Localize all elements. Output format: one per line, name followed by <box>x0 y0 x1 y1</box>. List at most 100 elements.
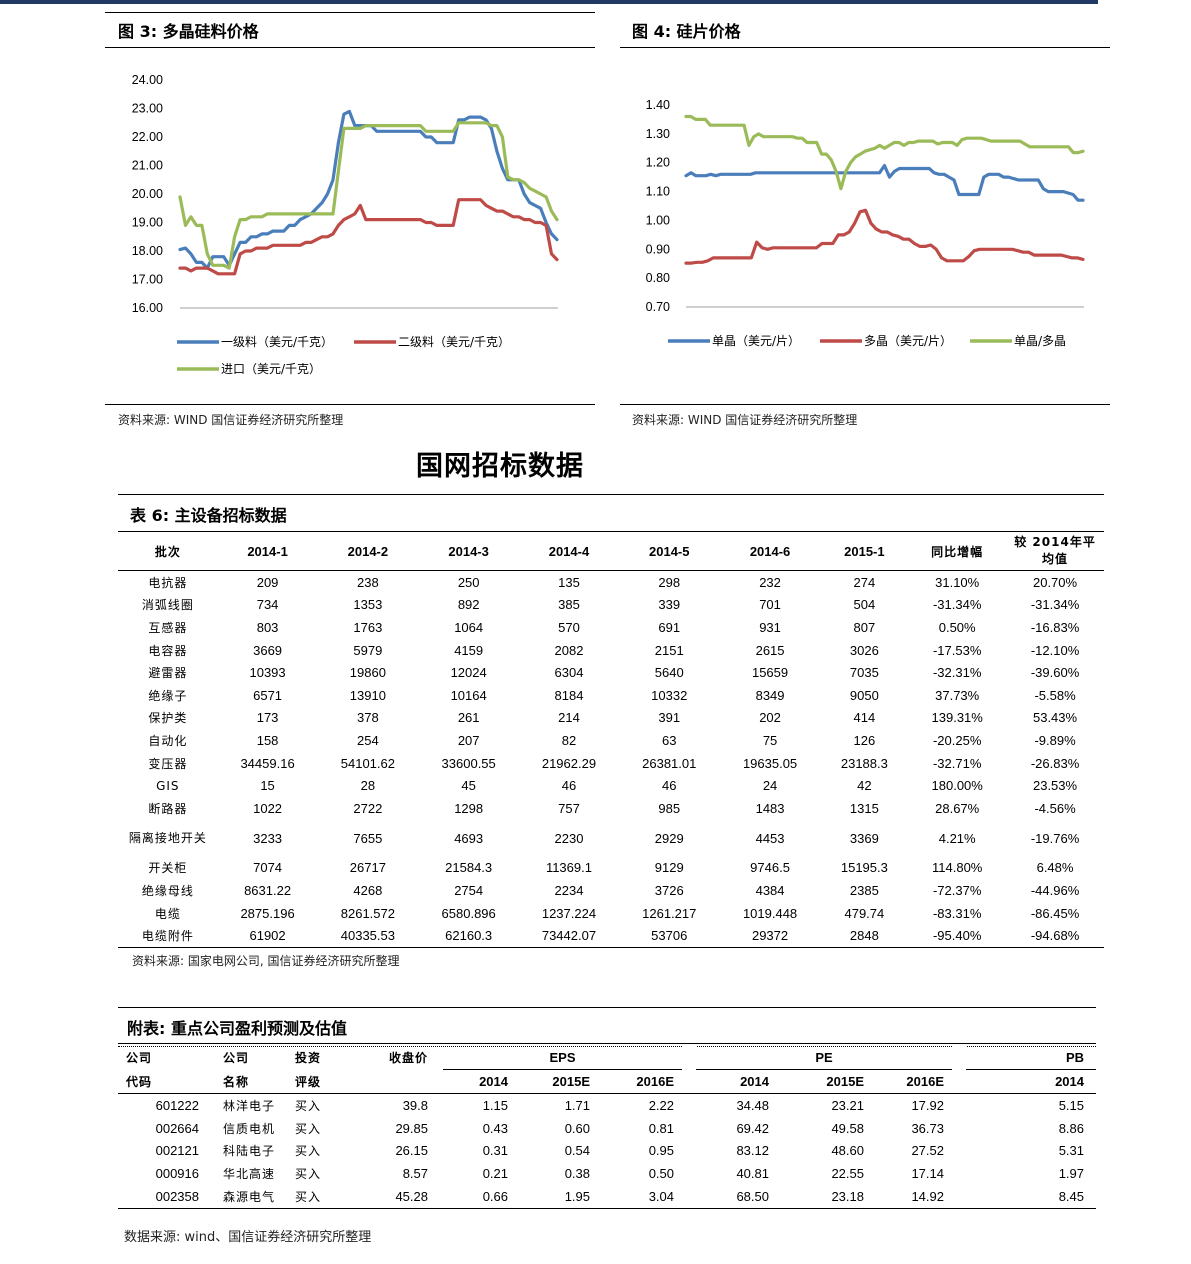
eps-2014: 1.15 <box>482 1097 508 1113</box>
close-price: 45.28 <box>395 1189 428 1205</box>
rating: 买入 <box>295 1144 322 1159</box>
row-label: 绝缘母线 <box>141 883 194 898</box>
table6-cell: -32.31% <box>932 665 982 681</box>
y-tick-label: 0.80 <box>646 271 670 285</box>
row-label: 避雷器 <box>148 666 188 681</box>
table6-cell: 28.67% <box>935 800 980 816</box>
head-rating-1: 投资 <box>295 1051 322 1066</box>
table6-cell: 11369.1 <box>545 860 592 876</box>
row-label: 电缆附件 <box>141 929 194 944</box>
table6-cell: 0.50% <box>938 619 976 635</box>
table6-cell: 232 <box>759 574 781 590</box>
table6-cell: 28 <box>360 778 376 794</box>
head-eps-2014: 2014 <box>479 1074 508 1089</box>
table6-cell: 8184 <box>554 687 584 703</box>
close-price: 8.57 <box>402 1166 428 1182</box>
eps-2016e: 0.50 <box>648 1166 674 1182</box>
stock-code: 002664 <box>155 1120 199 1136</box>
table6-cell: -72.37% <box>932 882 982 898</box>
table6-title: 表 6: 主设备招标数据 <box>130 506 287 525</box>
table6-row: 断路器 1022 2722 1298 757 985 1483 1315 28.67% -4.56… <box>118 797 1104 820</box>
table6-cell: 42 <box>857 778 872 794</box>
appendix-row: 000916 华北高速 买入 8.57 0.21 0.38 0.50 40.81 22.55 17… <box>118 1162 1096 1185</box>
table6-cell: 4693 <box>454 830 484 846</box>
table6-cell: 807 <box>853 619 876 635</box>
table6-cell: 5640 <box>654 665 684 681</box>
pe-2016e: 17.92 <box>911 1097 944 1113</box>
table6-cell: 54101.62 <box>340 755 395 771</box>
eps-2016e: 2.22 <box>648 1097 674 1113</box>
table6-cell: 158 <box>256 732 279 748</box>
table6-cell: 26381.01 <box>642 755 697 771</box>
y-tick-label: 1.10 <box>646 185 670 199</box>
eps-2015e: 0.60 <box>564 1120 590 1136</box>
table6-cell: 7035 <box>849 665 879 681</box>
header-2014-4: 2014-4 <box>548 543 590 559</box>
fig3-title: 图 3: 多晶硅料价格 <box>118 22 259 41</box>
eps-2015e: 1.71 <box>564 1097 590 1113</box>
eps-2016e: 0.81 <box>648 1120 674 1136</box>
table6-cell: 2875.196 <box>240 905 295 921</box>
table6-row: 互感器 803 1763 1064 570 691 931 807 0.50% -16.83% <box>118 616 1104 639</box>
row-label: 绝缘子 <box>148 688 188 703</box>
rating: 买入 <box>295 1098 322 1113</box>
header-2015-1: 2015-1 <box>844 543 885 559</box>
y-tick-label: 0.90 <box>646 242 670 256</box>
table6-cell: -17.53% <box>932 642 982 658</box>
table6-cell: 734 <box>256 597 279 613</box>
table6-cell: 2385 <box>849 882 879 898</box>
table6-cell: 31.10% <box>935 574 980 590</box>
stock-code: 601222 <box>155 1097 199 1113</box>
table6-cell: 2615 <box>755 642 785 658</box>
series-line-2 <box>178 121 559 270</box>
fig4-source: 资料来源: WIND 国信证券经济研究所整理 <box>632 413 858 427</box>
row-label: 断路器 <box>148 801 188 816</box>
table6-cell: -19.76% <box>1030 830 1080 846</box>
appendix-row: 002121 科陆电子 买入 26.15 0.31 0.54 0.95 83.12 48.60 2… <box>118 1140 1096 1163</box>
row-label: 变压器 <box>148 756 188 771</box>
fig3-title-rule <box>105 47 595 48</box>
table6-cell: -31.34% <box>1030 597 1080 613</box>
table6-cell: 3369 <box>849 830 879 846</box>
table6-cell: 504 <box>853 597 876 613</box>
table6-cell: 6571 <box>253 687 283 703</box>
table6-cell: -39.60% <box>1030 665 1080 681</box>
table6-cell: 10164 <box>450 687 487 703</box>
head-eps-2016e: 2016E <box>636 1074 674 1089</box>
head-pb-2014: 2014 <box>1055 1074 1084 1089</box>
eps-2014: 0.21 <box>482 1166 508 1182</box>
table6-cell: 1019.448 <box>742 905 798 921</box>
table6-cell: 21584.3 <box>445 860 493 876</box>
table6-cell: 21962.29 <box>541 755 597 771</box>
table6-cell: 1237.224 <box>541 905 597 921</box>
y-tick-label: 1.20 <box>646 156 670 170</box>
stock-code: 002121 <box>155 1143 199 1159</box>
head-pb: PB <box>952 1046 1096 1070</box>
table6-cell: 701 <box>759 597 781 613</box>
table6-cell: 6304 <box>554 665 584 681</box>
table6-cell: 2082 <box>554 642 584 658</box>
table6-cell: 202 <box>759 710 781 726</box>
table6-cell: 378 <box>357 710 379 726</box>
table6-cell: 23.53% <box>1032 778 1078 794</box>
company-name: 华北高速 <box>223 1167 276 1182</box>
pe-2014: 83.12 <box>736 1143 769 1159</box>
table6-cell: 73442.07 <box>541 928 597 944</box>
y-tick-label: 0.70 <box>646 300 670 314</box>
company-name: 信质电机 <box>223 1121 276 1136</box>
table6-cell: 114.80% <box>932 860 983 876</box>
table6-cell: 4159 <box>454 642 484 658</box>
table6-cell: 29372 <box>751 928 789 944</box>
head-pe-2016e: 2016E <box>906 1074 944 1089</box>
table6-header-row: 批次 2014-1 2014-2 2014-3 2014-4 2014-5 20… <box>118 531 1104 571</box>
table6-cell: -20.25% <box>932 732 982 748</box>
eps-2015e: 0.54 <box>564 1143 590 1159</box>
table6-cell: 274 <box>853 574 876 590</box>
table6-cell: 2929 <box>654 830 684 846</box>
legend-label-2: 进口（美元/千克） <box>221 362 321 376</box>
table6-source: 资料来源: 国家电网公司, 国信证券经济研究所整理 <box>132 954 400 968</box>
table6-cell: 63 <box>662 732 677 748</box>
table6-cell: 1064 <box>454 619 484 635</box>
appendix-header-row-2: 代码 名称 评级 2014 2015E 2016E 2014 2015E 201… <box>118 1070 1096 1094</box>
table6-cell: -32.71% <box>932 755 982 771</box>
